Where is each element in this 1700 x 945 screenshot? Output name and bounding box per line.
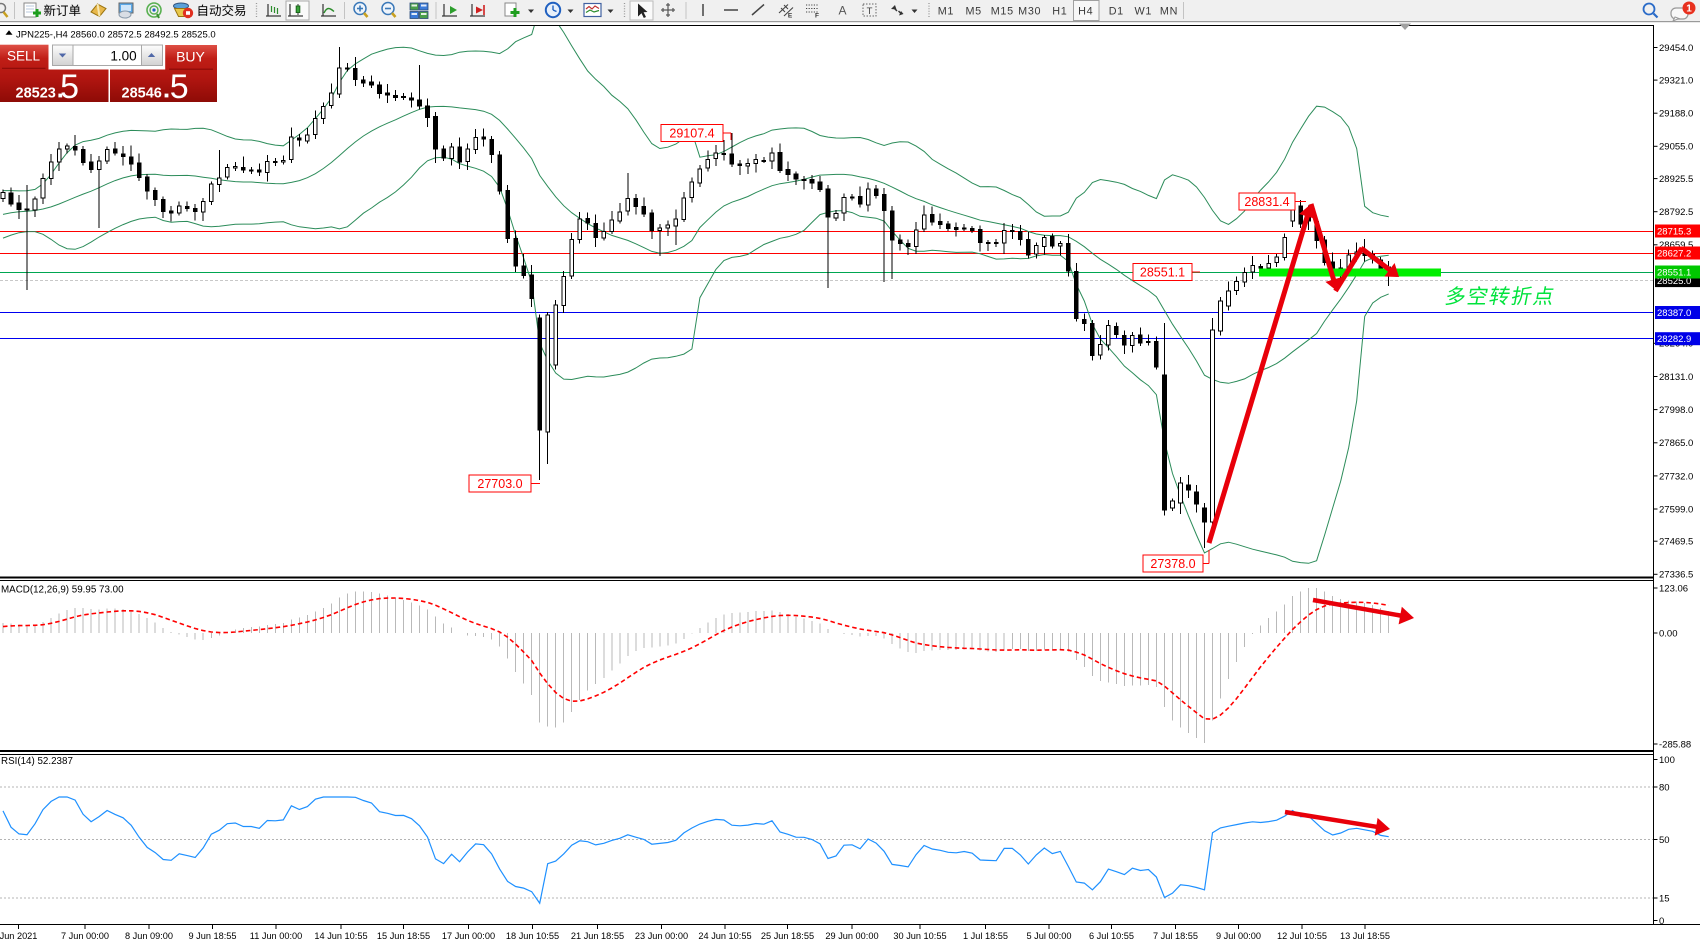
- svg-text:29107.4: 29107.4: [669, 126, 714, 140]
- svg-text:28715.3: 28715.3: [1657, 226, 1691, 237]
- svg-text:5 Jul 00:00: 5 Jul 00:00: [1027, 931, 1072, 941]
- svg-text:9 Jul 00:00: 9 Jul 00:00: [1216, 931, 1261, 941]
- svg-text:24 Jun 10:55: 24 Jun 10:55: [698, 931, 751, 941]
- svg-text:W1: W1: [1134, 6, 1152, 18]
- svg-text:JPN225-,H4 28560.0 28572.5 28: JPN225-,H4 28560.0 28572.5 28492.5 28525…: [16, 30, 216, 41]
- svg-text:29321.0: 29321.0: [1659, 76, 1693, 87]
- svg-text:28627.2: 28627.2: [1657, 248, 1691, 259]
- svg-text:1 Jul 18:55: 1 Jul 18:55: [963, 931, 1008, 941]
- svg-text:H1: H1: [1052, 6, 1067, 18]
- svg-text:80: 80: [1659, 782, 1670, 793]
- svg-text:M5: M5: [965, 6, 981, 18]
- svg-text:M15: M15: [991, 6, 1014, 18]
- svg-text:H4: H4: [1078, 6, 1093, 18]
- svg-text:E: E: [788, 13, 793, 20]
- svg-text:MN: MN: [1160, 6, 1178, 18]
- svg-text:27599.0: 27599.0: [1659, 504, 1693, 515]
- svg-text:27378.0: 27378.0: [1150, 557, 1195, 571]
- svg-text:1.00: 1.00: [110, 49, 136, 64]
- svg-text:M1: M1: [938, 6, 954, 18]
- svg-text:27998.0: 27998.0: [1659, 405, 1693, 416]
- svg-text:7 Jul 18:55: 7 Jul 18:55: [1153, 931, 1198, 941]
- svg-text:Jun 2021: Jun 2021: [0, 931, 37, 941]
- svg-text:29188.0: 29188.0: [1659, 109, 1693, 120]
- svg-text:27732.0: 27732.0: [1659, 471, 1693, 482]
- svg-text:15 Jun 18:55: 15 Jun 18:55: [377, 931, 430, 941]
- svg-text:-285.88: -285.88: [1659, 739, 1691, 750]
- svg-text:27469.5: 27469.5: [1659, 537, 1693, 548]
- svg-text:50: 50: [1659, 835, 1670, 846]
- svg-text:F: F: [815, 13, 819, 20]
- svg-text:D1: D1: [1109, 6, 1124, 18]
- svg-text:29055.0: 29055.0: [1659, 142, 1693, 153]
- svg-text:BUY: BUY: [176, 49, 205, 65]
- svg-text:0: 0: [1659, 916, 1664, 927]
- svg-text:27865.0: 27865.0: [1659, 438, 1693, 449]
- svg-text:27703.0: 27703.0: [477, 477, 522, 491]
- svg-text:28831.4: 28831.4: [1244, 195, 1289, 209]
- svg-text:T: T: [867, 6, 873, 17]
- svg-text:28925.5: 28925.5: [1659, 174, 1693, 185]
- svg-text:100: 100: [1659, 755, 1675, 766]
- svg-text:1: 1: [1686, 4, 1692, 15]
- svg-text:14 Jun 10:55: 14 Jun 10:55: [314, 931, 367, 941]
- svg-text:28546: 28546: [122, 85, 162, 101]
- svg-text:28523: 28523: [16, 85, 56, 101]
- svg-text:28387.0: 28387.0: [1657, 308, 1691, 319]
- svg-text:17 Jun 00:00: 17 Jun 00:00: [442, 931, 495, 941]
- svg-text:18 Jun 10:55: 18 Jun 10:55: [506, 931, 559, 941]
- svg-text:M30: M30: [1018, 6, 1041, 18]
- svg-text:6 Jul 10:55: 6 Jul 10:55: [1089, 931, 1134, 941]
- svg-text:A: A: [838, 4, 846, 18]
- svg-text:30 Jun 10:55: 30 Jun 10:55: [893, 931, 946, 941]
- svg-text:25 Jun 18:55: 25 Jun 18:55: [761, 931, 814, 941]
- svg-text:12 Jul 10:55: 12 Jul 10:55: [1277, 931, 1327, 941]
- svg-text:123.06: 123.06: [1659, 583, 1688, 594]
- svg-text:0.00: 0.00: [1659, 628, 1678, 639]
- svg-text:11 Jun 00:00: 11 Jun 00:00: [250, 931, 302, 941]
- svg-text:8 Jun 09:00: 8 Jun 09:00: [125, 931, 173, 941]
- svg-text:28282.9: 28282.9: [1657, 334, 1691, 345]
- svg-text:RSI(14) 52.2387: RSI(14) 52.2387: [1, 756, 73, 767]
- svg-text:28792.5: 28792.5: [1659, 207, 1693, 218]
- svg-text:21 Jun 18:55: 21 Jun 18:55: [571, 931, 624, 941]
- svg-text:29 Jun 00:00: 29 Jun 00:00: [825, 931, 878, 941]
- svg-text:28659.5: 28659.5: [1659, 240, 1693, 251]
- svg-text:15: 15: [1659, 893, 1670, 904]
- svg-text:13 Jul 18:55: 13 Jul 18:55: [1340, 931, 1390, 941]
- svg-text:5: 5: [60, 68, 79, 106]
- svg-text:MACD(12,26,9) 59.95 73.00: MACD(12,26,9) 59.95 73.00: [1, 585, 124, 596]
- svg-text:SELL: SELL: [7, 49, 41, 64]
- svg-text:23 Jun 00:00: 23 Jun 00:00: [635, 931, 688, 941]
- svg-text:7 Jun 00:00: 7 Jun 00:00: [61, 931, 109, 941]
- svg-text:28551.1: 28551.1: [1140, 265, 1185, 279]
- svg-text:29454.0: 29454.0: [1659, 43, 1693, 54]
- svg-text:28551.1: 28551.1: [1657, 267, 1691, 278]
- svg-text:28131.0: 28131.0: [1659, 372, 1693, 383]
- svg-text:9 Jun 18:55: 9 Jun 18:55: [188, 931, 236, 941]
- svg-text:5: 5: [170, 68, 189, 106]
- svg-text:28525.0: 28525.0: [1657, 276, 1691, 287]
- svg-text:27336.5: 27336.5: [1659, 570, 1693, 581]
